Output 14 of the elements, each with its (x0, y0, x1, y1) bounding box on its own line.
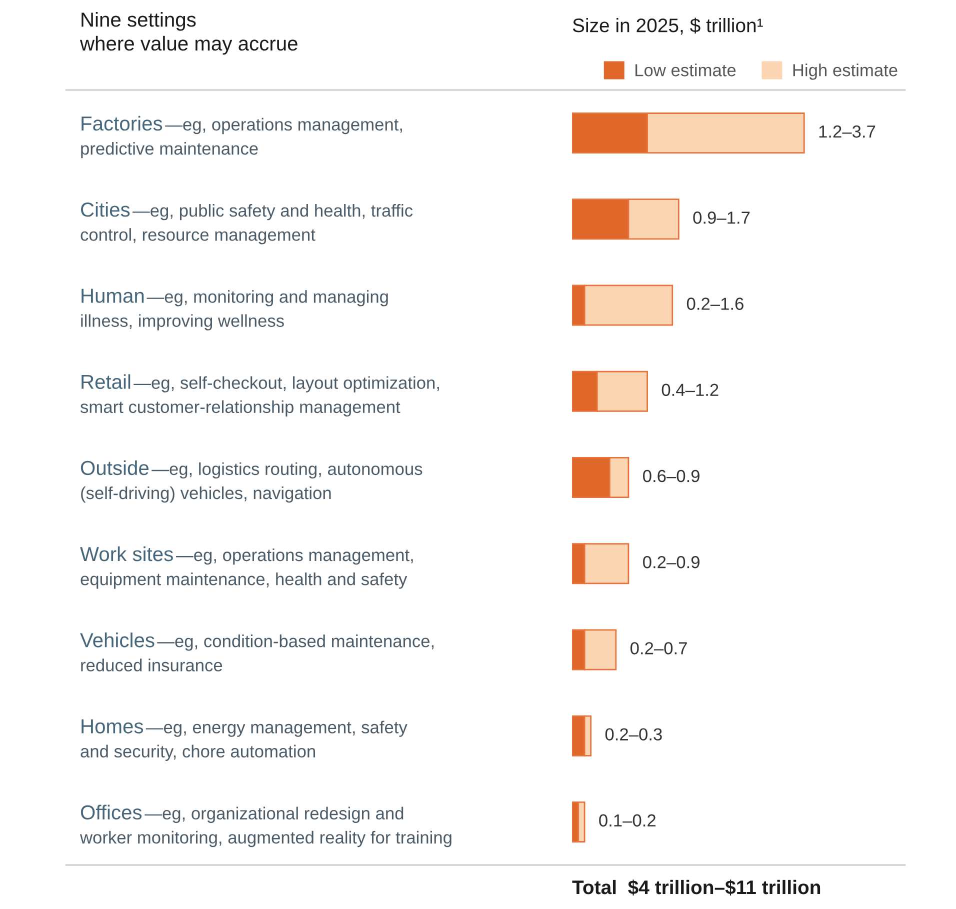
legend-label: High estimate (793, 64, 898, 80)
data-label: 0.4–1.2 (662, 384, 718, 396)
text: Nine settings where value may accrue (80, 12, 298, 55)
data-label: 0.9–1.7 (693, 212, 750, 224)
data-label: 0.6–0.9 (643, 470, 700, 482)
x-axis-title: Size in 2025, $ trillion¹ (572, 18, 763, 35)
data-label: 1.2–3.7 (819, 125, 876, 138)
data-label: 0.1–0.2 (599, 814, 656, 827)
data-label: 0.2–1.6 (686, 298, 744, 310)
text: Total $4 trillion–$11 trillion (572, 880, 820, 896)
data-label: 0.2–0.7 (630, 642, 687, 654)
data-label: 0.2–0.9 (643, 556, 700, 568)
data-label: 0.2–0.3 (605, 728, 662, 740)
legend-label: Low estimate (636, 64, 736, 76)
